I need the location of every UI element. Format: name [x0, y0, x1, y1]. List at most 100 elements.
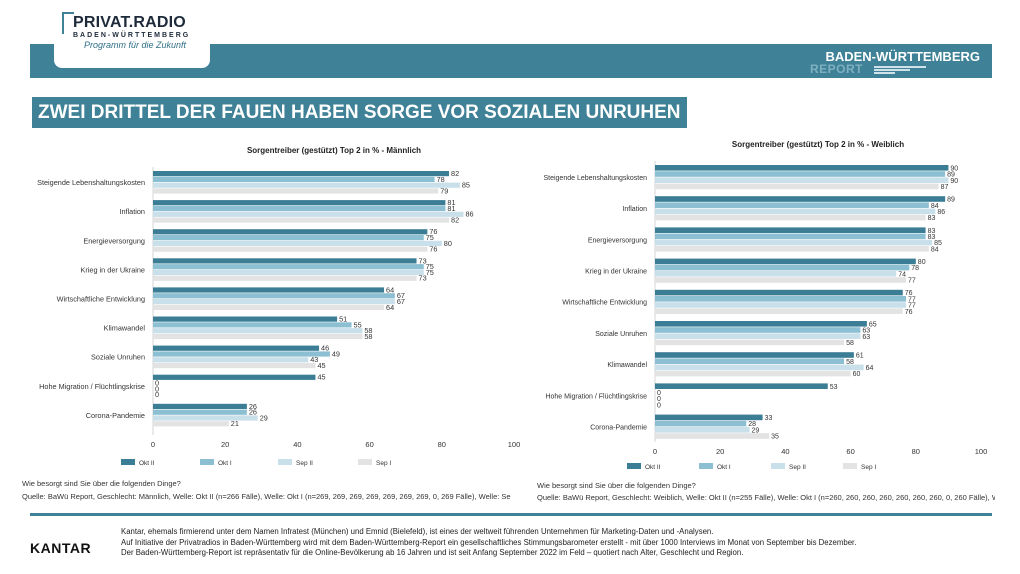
bar [655, 246, 929, 252]
data-label: 0 [155, 379, 159, 388]
data-label: 53 [830, 384, 838, 391]
data-label: 77 [908, 296, 916, 303]
data-label: 61 [856, 353, 864, 360]
bar [655, 177, 949, 183]
bar [655, 420, 747, 427]
bar [153, 357, 309, 363]
legend-label: Okt I [717, 464, 731, 471]
legend-swatch [278, 459, 292, 465]
report-subtitle: REPORT [810, 62, 864, 76]
bar [655, 427, 750, 433]
category-label: Steigende Lebenshaltungskosten [543, 175, 647, 182]
bar [655, 333, 861, 339]
data-label: 63 [862, 328, 870, 335]
data-label: 0 [155, 384, 159, 393]
category-label: Corona-Pandemie [86, 411, 145, 420]
footer-line-2: Auf Initiative der Privatradios in Baden… [121, 538, 857, 547]
bar [655, 171, 946, 177]
category-label: Krieg in der Ukraine [585, 269, 647, 276]
bar [655, 308, 903, 314]
category-label: Klimawandel [104, 324, 146, 333]
data-label: 49 [332, 349, 340, 358]
bar [153, 211, 464, 217]
data-label: 81 [447, 198, 455, 207]
data-label: 45 [317, 373, 325, 382]
data-label: 58 [846, 359, 854, 366]
data-label: 29 [752, 427, 760, 434]
bar [655, 214, 926, 221]
data-label: 65 [869, 321, 877, 328]
category-label: Energieversorgung [83, 236, 145, 245]
bar [655, 196, 946, 202]
brand-subtitle: BADEN-WÜRTTEMBERG [73, 32, 191, 39]
category-label: Energieversorgung [588, 237, 647, 244]
bar [655, 414, 763, 421]
data-label: 26 [249, 408, 257, 417]
data-label: 86 [465, 210, 473, 219]
bar [655, 383, 828, 389]
bar [153, 421, 229, 427]
bar [655, 264, 910, 271]
bar [153, 264, 424, 270]
data-label: 75 [426, 233, 434, 242]
data-label: 73 [419, 274, 427, 283]
x-tick-label: 80 [438, 440, 446, 449]
data-label: 51 [339, 315, 347, 324]
question-weiblich: Wie besorgt sind Sie über die folgenden … [537, 481, 696, 490]
chart-title: Sorgentreiber (gestützt) Top 2 in % - We… [732, 140, 904, 149]
x-tick-label: 0 [653, 447, 657, 456]
x-tick-label: 40 [293, 440, 301, 449]
x-tick-label: 60 [365, 440, 373, 449]
data-label: 63 [862, 334, 870, 341]
data-label: 80 [444, 239, 452, 248]
source-weiblich: Quelle: BaWü Report, Geschlecht: Weiblic… [537, 493, 995, 502]
bar [153, 374, 316, 380]
category-label: Hohe Migration / Flüchtlingskrise [545, 393, 647, 400]
data-label: 82 [451, 216, 459, 225]
data-label: 79 [440, 186, 448, 195]
category-label: Wirtschaftliche Entwicklung [562, 300, 647, 307]
bar [153, 182, 460, 188]
legend-label: Sep II [296, 460, 313, 467]
bar [153, 351, 330, 357]
headline: ZWEI DRITTEL DER FAUEN HABEN SORGE VOR S… [32, 97, 687, 128]
data-label: 64 [386, 285, 394, 294]
bar [153, 240, 442, 246]
x-tick-label: 60 [846, 447, 854, 456]
category-label: Inflation [119, 207, 145, 216]
data-label: 90 [950, 165, 958, 172]
legend-label: Sep I [376, 460, 391, 467]
data-label: 35 [771, 434, 779, 441]
bar [153, 269, 424, 276]
bar [655, 227, 926, 233]
data-label: 78 [911, 265, 919, 272]
data-label: 89 [947, 197, 955, 204]
bar [153, 333, 363, 340]
bar [153, 200, 446, 206]
legend-label: Okt II [645, 464, 661, 471]
logo-mark-icon [62, 12, 74, 34]
x-tick-label: 100 [975, 447, 988, 456]
category-label: Corona-Pandemie [590, 425, 647, 432]
bar [153, 176, 435, 182]
bar [655, 271, 897, 277]
bar [655, 296, 907, 302]
data-label: 80 [918, 259, 926, 266]
data-label: 77 [908, 278, 916, 285]
bar [153, 403, 247, 409]
data-label: 21 [231, 419, 239, 428]
bar [153, 304, 385, 310]
data-label: 75 [426, 268, 434, 277]
bar [153, 171, 450, 177]
category-label: Inflation [622, 206, 647, 213]
bar [153, 235, 424, 241]
data-label: 81 [447, 204, 455, 213]
bar [655, 289, 903, 296]
category-label: Krieg in der Ukraine [81, 265, 146, 274]
bar [655, 208, 936, 215]
category-label: Soziale Unruhen [91, 353, 145, 362]
legend-label: Sep II [789, 464, 806, 471]
data-label: 43 [310, 355, 318, 364]
data-label: 85 [462, 181, 470, 190]
legend-swatch [699, 463, 713, 469]
